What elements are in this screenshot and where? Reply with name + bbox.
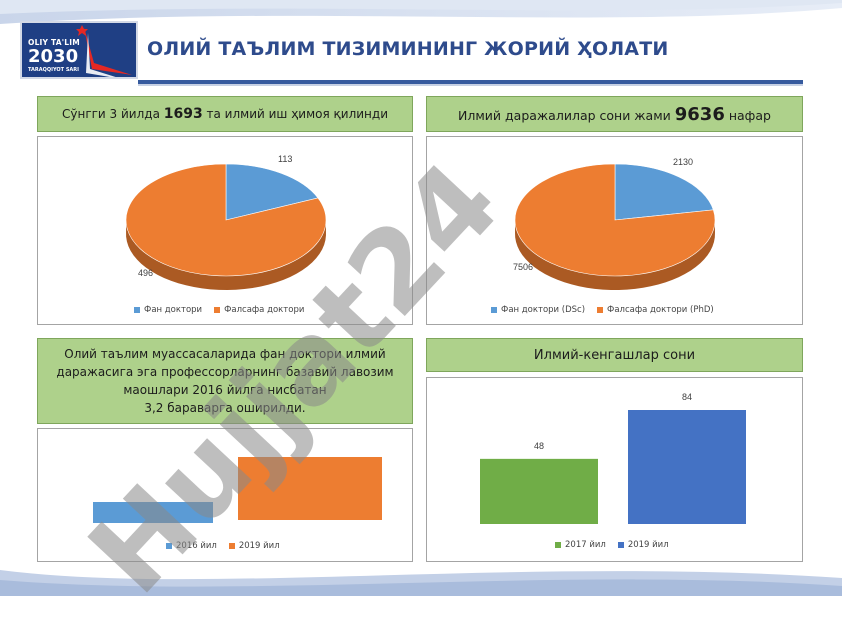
pie-slice: [225, 163, 319, 221]
header-degree-holders-text: Илмий даражалилар сони жами 9636 нафар: [458, 103, 771, 125]
header-defended-works: Сўнгги 3 йилда 1693 та илмий иш ҳимоя қи…: [37, 96, 413, 132]
legend-item: 2017 йил: [555, 540, 606, 550]
bar: [628, 410, 746, 524]
legend-item: Фалсафа доктори (PhD): [597, 305, 714, 315]
header-salary-increase: Олий таълим муассасаларида фан доктори и…: [37, 338, 413, 424]
pie-chart-2-legend: Фан доктори (DSc) Фалсафа доктори (PhD): [491, 305, 726, 315]
degree-holders-count: 9636: [674, 103, 725, 125]
bar-chart-salary-legend: 2016 йил 2019 йил: [166, 541, 292, 551]
bar-data-label: 84: [682, 392, 692, 402]
pie-data-label: 113: [278, 154, 292, 164]
top-wave-decoration: [0, 0, 842, 24]
bar: [238, 457, 382, 520]
legend-item: Фалсафа доктори: [214, 305, 304, 315]
pie-data-label: 7506: [513, 262, 533, 272]
title-divider: [138, 80, 803, 86]
logo-year: 2030: [28, 46, 79, 67]
pie-slice: [125, 163, 327, 277]
pie-slice-side: [515, 218, 715, 290]
pie-slice: [514, 163, 716, 277]
oliy-talim-2030-logo: OLIY TA'LIM 2030 TARAQQIYOT SARI: [20, 21, 138, 79]
bottom-wave-decoration: [0, 570, 842, 596]
bar: [93, 502, 213, 523]
bar-data-label: 48: [534, 441, 544, 451]
pie-chart-1: 113 496: [125, 154, 327, 290]
chart-panel-salary: 2016 йил 2019 йил: [37, 428, 413, 562]
pie-chart-1-legend: Фан доктори Фалсафа доктори: [134, 305, 316, 315]
logo-line1: OLIY TA'LIM: [28, 38, 80, 47]
header-degree-holders: Илмий даражалилар сони жами 9636 нафар: [426, 96, 803, 132]
bar-chart-salary: [93, 457, 382, 523]
pie-slice: [614, 163, 714, 221]
pie-chart-2: 2130 7506: [513, 157, 716, 290]
legend-item: 2019 йил: [617, 540, 669, 550]
legend-item: 2019 йил: [228, 541, 280, 551]
header-councils-count: Илмий-кенгашлар сони: [426, 338, 803, 372]
pie-data-label: 496: [138, 268, 153, 278]
page-title: ОЛИЙ ТАЪЛИМ ТИЗИМИНИНГ ЖОРИЙ ҲОЛАТИ: [147, 38, 669, 60]
legend-item: Фан доктори (DSc): [491, 305, 585, 315]
pie-data-label: 2130: [673, 157, 693, 167]
chart-panel-defended-works: 113 496 Фан доктори Фалсафа доктори: [37, 136, 413, 325]
legend-item: 2016 йил: [166, 541, 217, 551]
logo-line3: TARAQQIYOT SARI: [28, 67, 79, 73]
chart-panel-councils: 48 84 2017 йил 2019 йил: [426, 377, 803, 562]
defended-works-count: 1693: [163, 106, 203, 122]
pie-slice-side: [126, 218, 326, 290]
bar-chart-councils-legend: 2017 йил 2019 йил: [555, 540, 681, 550]
header-defended-works-text: Сўнгги 3 йилда 1693 та илмий иш ҳимоя қи…: [62, 106, 388, 122]
bar: [480, 458, 598, 524]
chart-panel-degree-holders: 2130 7506 Фан доктори (DSc) Фалсафа докто…: [426, 136, 803, 325]
bar-chart-councils: 48 84: [480, 392, 746, 524]
logo-star-icon: [76, 25, 132, 77]
legend-item: Фан доктори: [134, 305, 202, 315]
